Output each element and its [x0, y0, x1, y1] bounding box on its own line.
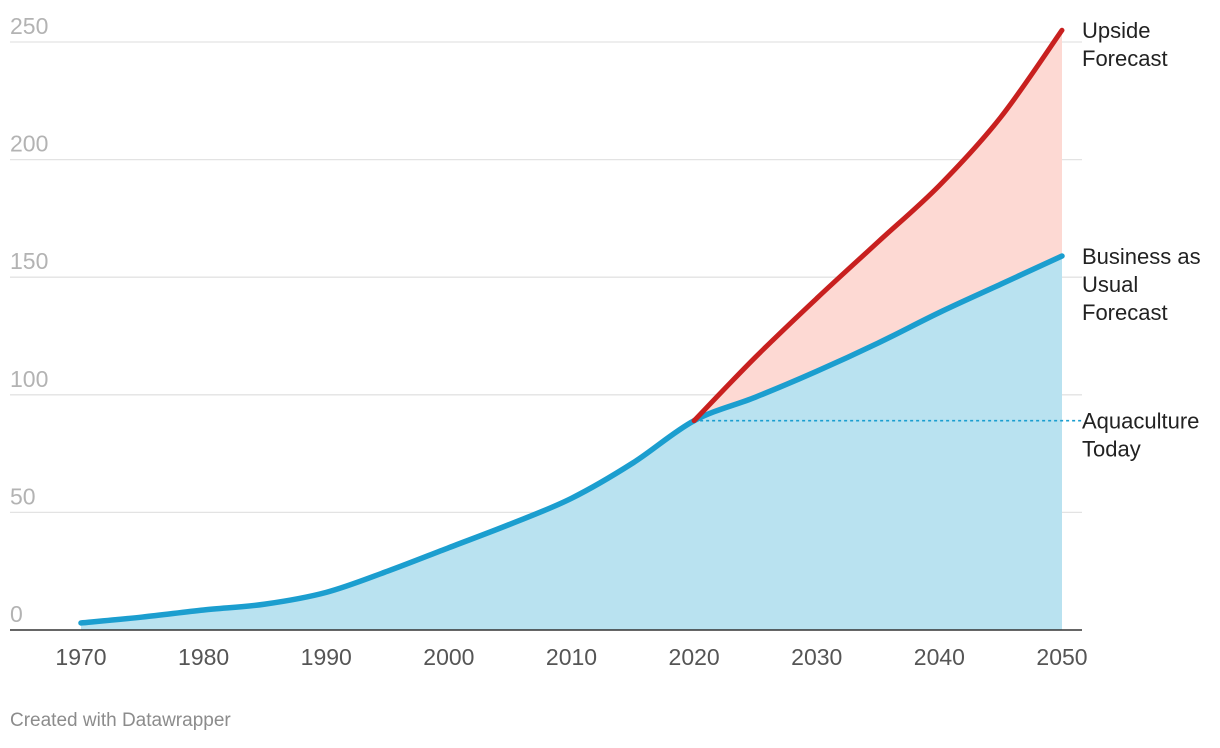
- y-tick-label-50: 50: [10, 483, 36, 509]
- upside-forecast-label-line-2: Forecast: [1082, 46, 1168, 71]
- bau-area: [81, 256, 1062, 630]
- y-tick-label-100: 100: [10, 366, 48, 392]
- bau-forecast-line: [78, 253, 1065, 626]
- x-tick-label-1980: 1980: [178, 644, 229, 670]
- aquaculture-today-label-line-2: Today: [1082, 437, 1141, 462]
- x-tick-label-1990: 1990: [301, 644, 352, 670]
- upside-forecast-line: [691, 27, 1065, 424]
- y-tick-label-0: 0: [10, 601, 23, 627]
- credit-footer: Created with Datawrapper: [10, 710, 231, 731]
- y-tick-label-200: 200: [10, 131, 48, 157]
- x-tick-label-2050: 2050: [1036, 644, 1087, 670]
- x-tick-label-2000: 2000: [423, 644, 474, 670]
- bau-forecast-label-line-3: Forecast: [1082, 300, 1168, 325]
- bau-forecast-label-line-2: Usual: [1082, 272, 1138, 297]
- x-tick-label-2020: 2020: [669, 644, 720, 670]
- x-tick-label-2030: 2030: [791, 644, 842, 670]
- x-tick-label-2040: 2040: [914, 644, 965, 670]
- x-tick-label-1970: 1970: [55, 644, 106, 670]
- y-tick-label-150: 150: [10, 248, 48, 274]
- upside-forecast-label-line-1: Upside: [1082, 18, 1150, 43]
- x-tick-label-2010: 2010: [546, 644, 597, 670]
- y-tick-label-250: 250: [10, 13, 48, 39]
- aquaculture-today-label-line-1: Aquaculture: [1082, 409, 1199, 434]
- bau-forecast-label-line-1: Business as: [1082, 244, 1201, 269]
